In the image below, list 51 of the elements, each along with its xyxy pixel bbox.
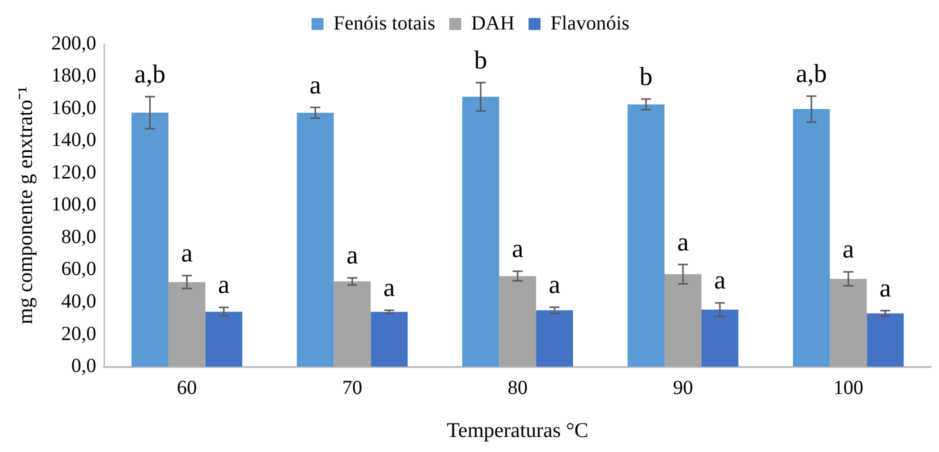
bar: [334, 281, 371, 367]
x-tick-label: 90: [672, 377, 693, 400]
y-tick-label: 60,0: [61, 258, 96, 280]
legend-label: Fenóis totais: [334, 12, 436, 34]
legend-label: DAH: [471, 12, 515, 34]
bar: [205, 312, 242, 367]
data-label: a: [310, 70, 322, 100]
data-label: a: [677, 227, 690, 256]
data-label: a,b: [796, 58, 827, 88]
data-label: a: [512, 234, 524, 264]
y-tick-label: 200,0: [51, 32, 96, 54]
y-tick-label: 140,0: [51, 129, 96, 152]
y-tick-label: 80,0: [61, 226, 96, 248]
x-tick-label: 70: [342, 377, 362, 400]
bar: [628, 104, 664, 367]
bar: [296, 112, 334, 367]
legend-label: Flavonóis: [550, 12, 630, 34]
y-tick-label: 100,0: [51, 194, 96, 216]
data-label: b: [474, 45, 488, 74]
bar: [168, 282, 206, 367]
data-label: a: [383, 273, 396, 302]
y-tick-label: 20,0: [61, 322, 96, 345]
x-tick-label: 60: [176, 377, 197, 400]
bar: [701, 310, 738, 367]
x-tick-label: 100: [833, 377, 864, 400]
y-tick-label: 40,0: [61, 290, 96, 312]
bar: [131, 112, 168, 367]
x-axis-title: Temperaturas °C: [446, 418, 588, 442]
data-label: b: [640, 62, 653, 91]
bar: [536, 310, 573, 367]
data-label: a,b: [134, 59, 166, 88]
bar: [664, 274, 702, 367]
data-label: a: [714, 266, 726, 295]
y-tick-label: 0,0: [71, 355, 96, 378]
bar: [499, 276, 536, 367]
data-label: a: [218, 270, 230, 300]
bar: [462, 96, 500, 367]
bar: [370, 312, 408, 367]
bar: [866, 313, 904, 367]
data-label: a: [181, 238, 194, 268]
data-label: a: [346, 240, 358, 270]
bar: [830, 278, 867, 367]
x-tick-label: 80: [508, 377, 528, 400]
data-label: a: [842, 234, 855, 264]
y-tick-label: 120,0: [51, 161, 96, 184]
y-axis-title: mg componente g enxtrato⁻¹: [13, 86, 38, 324]
data-label: a: [879, 273, 892, 302]
data-label: a: [548, 270, 561, 300]
y-tick-label: 160,0: [51, 96, 96, 119]
y-tick-label: 180,0: [51, 64, 96, 87]
bar: [792, 109, 830, 367]
